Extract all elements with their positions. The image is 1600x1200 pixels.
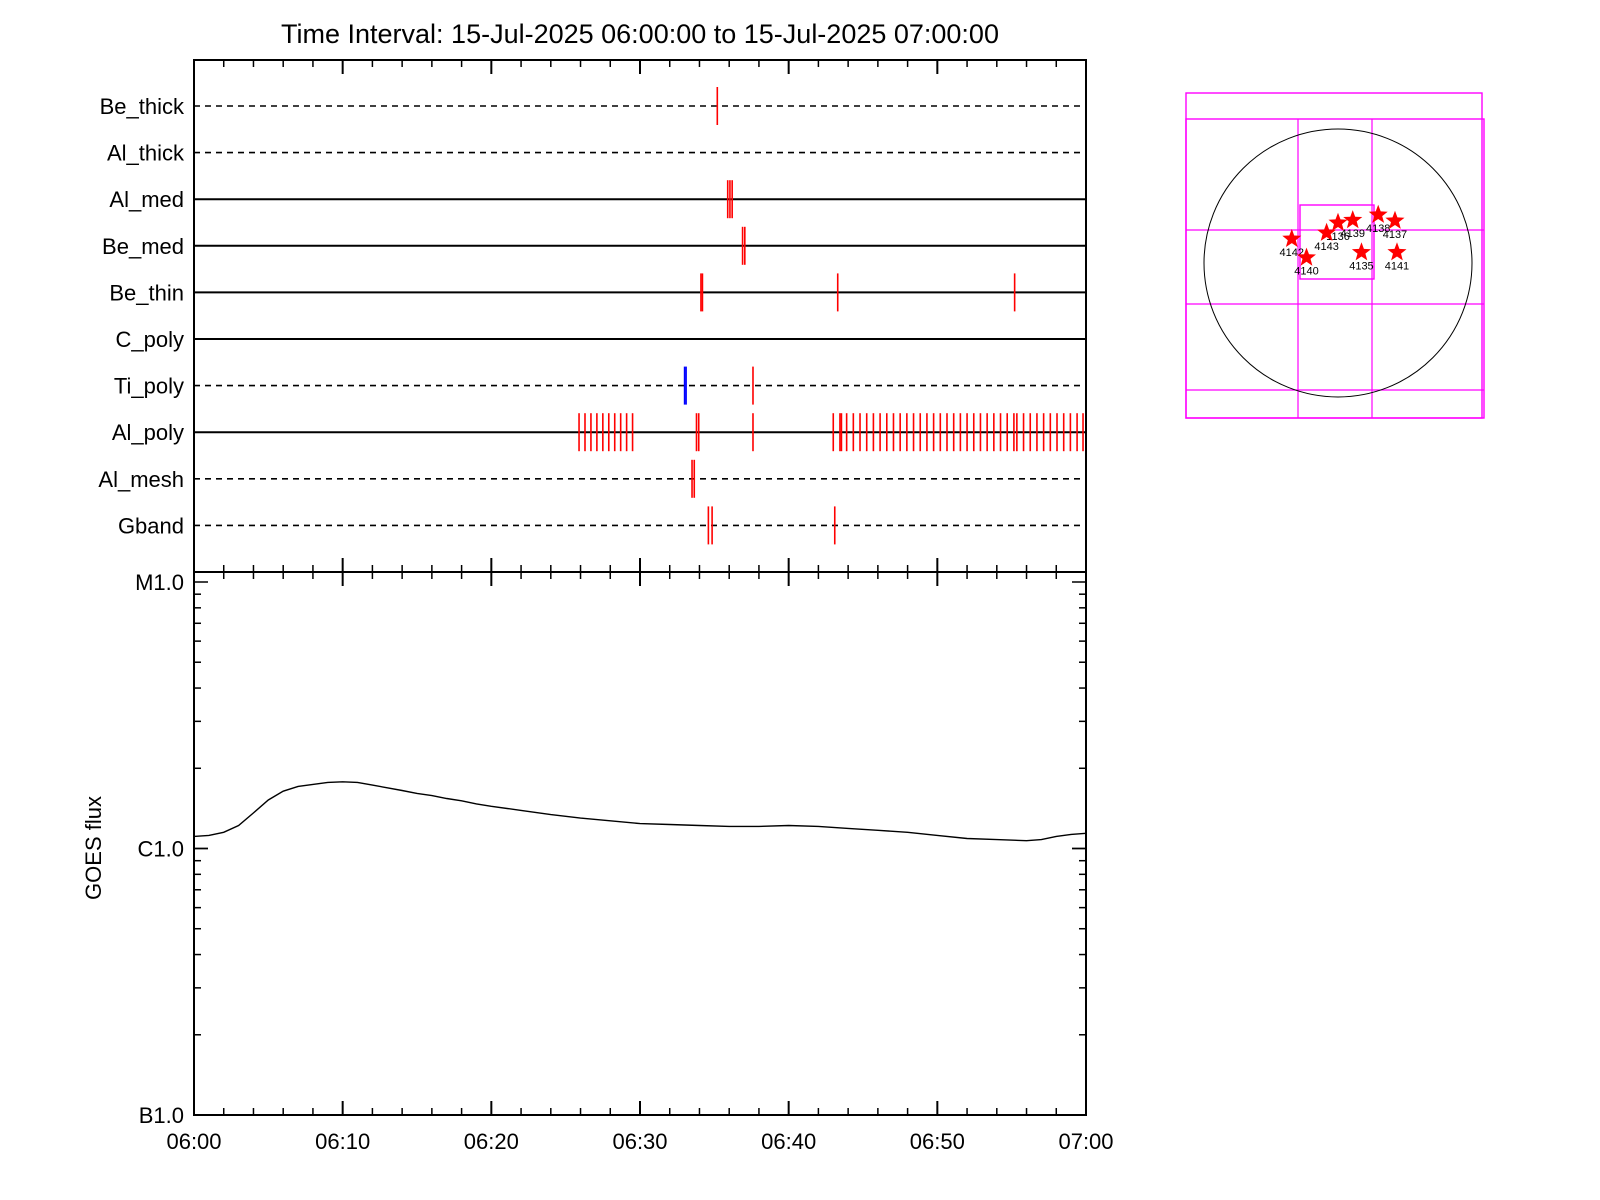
x-tick-label: 07:00 bbox=[1058, 1129, 1113, 1154]
active-region-label: 4140 bbox=[1294, 266, 1318, 278]
detector-label: Be_thick bbox=[100, 94, 185, 119]
active-region-label: 4143 bbox=[1314, 241, 1338, 253]
x-tick-label: 06:10 bbox=[315, 1129, 370, 1154]
y-axis-label: GOES flux bbox=[81, 796, 106, 900]
x-tick-label: 06:40 bbox=[761, 1129, 816, 1154]
active-region-marker bbox=[1368, 204, 1388, 223]
x-tick-label: 06:30 bbox=[612, 1129, 667, 1154]
y-tick-label: C1.0 bbox=[138, 837, 184, 862]
active-region-label: 4142 bbox=[1280, 247, 1304, 259]
detector-label: Al_poly bbox=[112, 420, 184, 445]
active-region-label: 4138 bbox=[1366, 223, 1390, 235]
active-region-label: 4141 bbox=[1385, 260, 1409, 272]
detector-label: C_poly bbox=[116, 327, 184, 352]
active-region-marker bbox=[1351, 242, 1371, 261]
detector-timeline-panel: Be_thick Al_thick Al_med Be_med Be_thin C_pol… bbox=[98, 59, 1087, 573]
active-region-label: 4137 bbox=[1383, 229, 1407, 241]
active-region-label: 4139 bbox=[1340, 228, 1364, 240]
y-tick-label: M1.0 bbox=[135, 570, 184, 595]
detector-label: Al_med bbox=[109, 187, 184, 212]
y-tick-label: B1.0 bbox=[139, 1103, 184, 1128]
active-region-marker bbox=[1385, 210, 1405, 229]
active-region-marker bbox=[1317, 222, 1337, 241]
detector-label: Al_thick bbox=[107, 141, 185, 166]
map-zoom-box bbox=[1299, 204, 1375, 280]
x-tick-label: 06:00 bbox=[166, 1129, 221, 1154]
x-tick-label: 06:20 bbox=[464, 1129, 519, 1154]
detector-label: Be_med bbox=[102, 234, 184, 259]
detector-label: Gband bbox=[118, 513, 184, 538]
goes-flux-line bbox=[193, 781, 1087, 842]
detector-label: Al_mesh bbox=[98, 467, 184, 492]
active-region-marker bbox=[1328, 212, 1348, 231]
active-region-marker bbox=[1282, 228, 1302, 247]
active-region-marker bbox=[1297, 247, 1316, 266]
chart-title: Time Interval: 15-Jul-2025 06:00:00 to 1… bbox=[281, 19, 999, 49]
map-fov-box bbox=[1185, 118, 1485, 419]
detector-label: Be_thin bbox=[109, 280, 184, 305]
active-region-marker bbox=[1387, 242, 1407, 261]
x-tick-label: 06:50 bbox=[910, 1129, 965, 1154]
solar-limb bbox=[1203, 128, 1473, 398]
active-region-label: 4135 bbox=[1349, 260, 1373, 272]
detector-label: Ti_poly bbox=[114, 374, 184, 399]
goes-flux-panel: 06:00 06:10 06:20 06:30 06:40 06:50 07:00 M1.0 C… bbox=[135, 570, 1113, 1154]
active-region-marker bbox=[1343, 210, 1363, 229]
